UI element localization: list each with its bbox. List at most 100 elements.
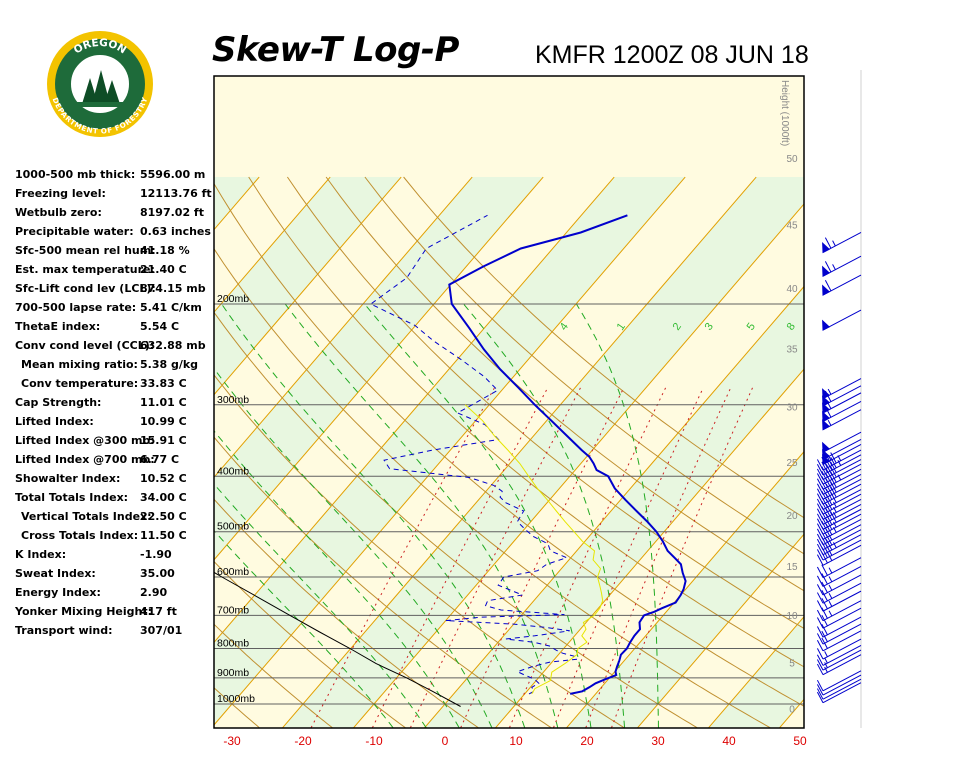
index-value: -1.90: [140, 548, 172, 561]
dry-adiabat: [214, 498, 479, 728]
wind-barb: [816, 654, 862, 676]
wind-barb: [816, 644, 862, 666]
mixing-ratio-line: [310, 387, 496, 728]
isotherm-line: [214, 176, 544, 561]
pressure-label: 1000mb: [217, 693, 255, 705]
isotherm-line: [779, 698, 804, 728]
wind-barb-staff: [822, 459, 862, 480]
temperature-tick-label: 30: [651, 734, 665, 748]
moist-adiabat: [214, 483, 427, 728]
wind-barb-flag: [830, 471, 837, 483]
wind-barb-flag: [821, 564, 828, 576]
mixing-ratio-label: 4: [558, 321, 571, 333]
height-tick-label: 20: [786, 511, 798, 522]
wind-barb-staff: [822, 630, 862, 652]
pressure-label: 900mb: [217, 667, 249, 679]
index-value: 5.38 g/kg: [140, 358, 199, 371]
wind-barb-flag: [816, 659, 824, 671]
wind-barb: [816, 623, 862, 645]
wind-barb-flag: [825, 454, 833, 466]
wind-barb: [822, 309, 862, 331]
index-value: 632.88 mb: [140, 339, 206, 352]
wind-barb-staff: [822, 582, 862, 604]
wind-barb-staff: [822, 574, 862, 596]
dry-adiabat: [214, 560, 406, 728]
mixing-ratio-label: 5: [745, 321, 758, 333]
wind-barb-flag: [816, 626, 824, 638]
wind-barb-flag: [825, 488, 833, 500]
wind-barb-staff: [822, 503, 862, 525]
wind-barb: [822, 232, 862, 254]
index-value: 11.01 C: [140, 396, 187, 409]
dry-adiabat: [214, 311, 698, 728]
wind-barb-flag: [825, 539, 833, 551]
wind-barb-flag: [825, 498, 833, 510]
index-label: Showalter Index:: [15, 472, 121, 485]
wind-barb-flag: [830, 491, 837, 503]
wind-barb-half-flag: [824, 651, 828, 657]
wind-barb-staff: [822, 590, 862, 612]
wind-barb-pennant: [822, 319, 831, 331]
dry-adiabat: [214, 247, 771, 728]
index-label: Conv cond level (CCL):: [15, 339, 155, 352]
height-tick-label: 25: [786, 458, 798, 469]
wind-barb-half-flag: [832, 264, 836, 270]
wind-barb-staff: [822, 544, 862, 566]
wind-barb-staff: [822, 678, 862, 700]
index-value: 41.18 %: [140, 244, 190, 257]
index-row: Sweat Index: 35.00: [15, 567, 215, 586]
dry-adiabat: [286, 176, 804, 630]
chart-title: Skew-T Log-P: [212, 30, 459, 70]
wind-barb-staff: [822, 478, 862, 500]
index-value: 33.83 C: [140, 377, 187, 390]
height-tick-label: 10: [786, 611, 798, 622]
isotherm-line: [708, 616, 804, 728]
wind-barb-flag: [825, 508, 833, 521]
index-label: Wetbulb zero:: [15, 206, 102, 219]
wind-barb-staff: [822, 557, 862, 579]
wind-barb: [822, 255, 862, 277]
pressure-label: 700mb: [217, 604, 249, 616]
wind-barb-half-flag: [828, 576, 833, 583]
wind-barb-pennant: [822, 441, 831, 453]
mixing-ratio-line: [409, 387, 582, 728]
moist-adiabat: [214, 430, 460, 728]
temperature-tick-label: 0: [442, 734, 449, 748]
wind-barb-flag: [816, 684, 824, 696]
isotherm-line: [214, 176, 473, 479]
pressure-label: 300mb: [217, 394, 249, 406]
wind-barb-flag: [830, 511, 837, 523]
isotherm-line: [214, 176, 402, 396]
height-tick-label: 5: [789, 659, 795, 670]
wind-barb-staff: [822, 566, 862, 587]
height-axis-label: Height (1000ft): [779, 80, 790, 146]
dry-adiabat: [248, 176, 804, 668]
wind-barb-flag: [821, 607, 828, 619]
wind-barb-pennant: [822, 419, 831, 431]
index-value: 15.91 C: [140, 434, 187, 447]
mixing-ratio-line: [460, 387, 625, 728]
isotherm-line: [214, 176, 331, 313]
wind-barb-flag: [821, 630, 828, 642]
index-row: Total Totals Index: 34.00 C: [15, 491, 215, 510]
pressure-label: 500mb: [217, 521, 249, 533]
index-row: Precipitable water: 0.63 inches: [15, 225, 215, 244]
wind-barb-half-flag: [828, 610, 833, 617]
wind-barb-flag: [816, 691, 824, 703]
stability-indices-panel: 1000-500 mb thick: 5596.00 m Freezing leve…: [15, 168, 215, 643]
moist-adiabat: [221, 303, 526, 728]
oregon-department-of-forestry-logo: OREGON DEPARTMENT OF FORESTRY: [46, 30, 154, 138]
wind-barb-flag: [830, 481, 837, 493]
wind-barb-half-flag: [832, 240, 836, 247]
wind-barb: [816, 557, 862, 579]
index-label: 700-500 lapse rate:: [15, 301, 137, 314]
wind-barb-flag: [825, 523, 833, 536]
wind-barb-flag: [824, 390, 832, 402]
mixing-ratio-label: 8: [785, 321, 798, 333]
index-row: Wetbulb zero: 8197.02 ft: [15, 206, 215, 225]
wind-barb: [816, 607, 862, 629]
index-label: Total Totals Index:: [15, 491, 129, 504]
wind-barb-flag: [825, 518, 833, 530]
index-label: Transport wind:: [15, 624, 113, 637]
wind-barb-half-flag: [833, 526, 837, 533]
